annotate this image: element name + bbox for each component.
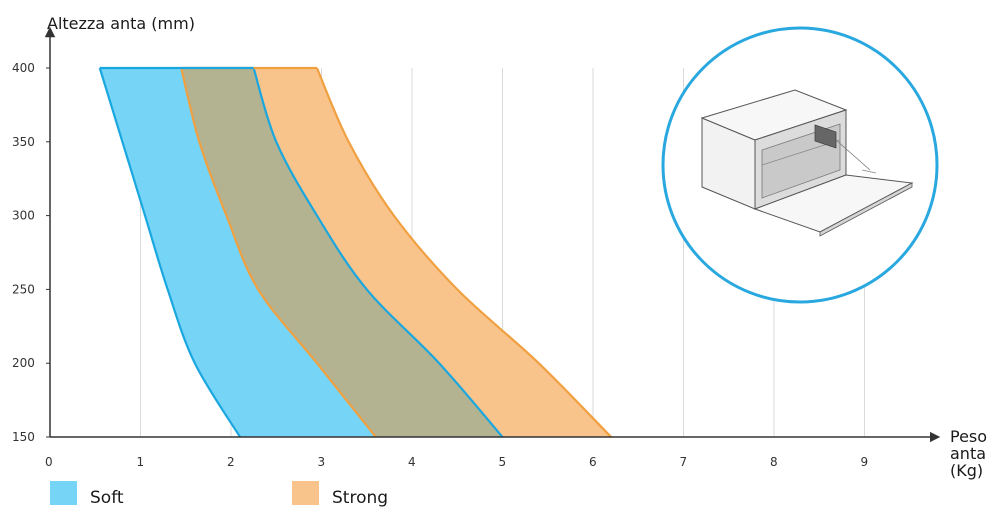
axes: 150 200 250 300 350 400 0 1 2 3 4 5 6 7 8 9 [12, 26, 941, 469]
x-tick-label-1: 1 [137, 455, 145, 469]
legend-label-soft: Soft [90, 488, 124, 508]
x-tick-label-6: 6 [589, 455, 597, 469]
series-soft-left-edge [98, 67, 241, 438]
svg-text:anta: anta [950, 444, 986, 463]
x-tick-label-0: 0 [45, 455, 53, 469]
y-tick-label-150: 150 [12, 430, 35, 444]
y-axis-title: Altezza anta (mm) [47, 14, 195, 33]
legend-swatch-soft [50, 481, 77, 505]
x-tick-label-8: 8 [770, 455, 778, 469]
y-tick-label-200: 200 [12, 356, 35, 370]
series-strong-band [181, 68, 612, 437]
x-tick-label-3: 3 [318, 455, 326, 469]
y-tick-label-400: 400 [12, 61, 35, 75]
x-tick-label-7: 7 [680, 455, 688, 469]
x-tick-label-4: 4 [408, 455, 416, 469]
x-tick-label-5: 5 [499, 455, 507, 469]
series-strong-right-edge [315, 67, 612, 438]
legend-label-strong: Strong [332, 488, 389, 508]
cabinet-flap-door-illustration-icon [661, 26, 939, 304]
series-soft-right-edge [252, 67, 504, 438]
plot-area [98, 66, 612, 438]
legend-item-strong: Strong [292, 478, 388, 508]
legend-swatch-strong [292, 481, 319, 505]
legend-item-soft: Soft [50, 478, 124, 508]
x-axis-title: Peso anta (Kg) [950, 427, 987, 480]
x-tick-label-2: 2 [227, 455, 235, 469]
svg-text:(Kg): (Kg) [950, 461, 983, 480]
y-tick-label-300: 300 [12, 209, 35, 223]
series-strong-left-edge [180, 67, 377, 438]
y-tick-label-350: 350 [12, 135, 35, 149]
svg-text:Peso: Peso [950, 427, 987, 446]
y-tick-label-250: 250 [12, 282, 35, 296]
x-tick-label-9: 9 [861, 455, 869, 469]
